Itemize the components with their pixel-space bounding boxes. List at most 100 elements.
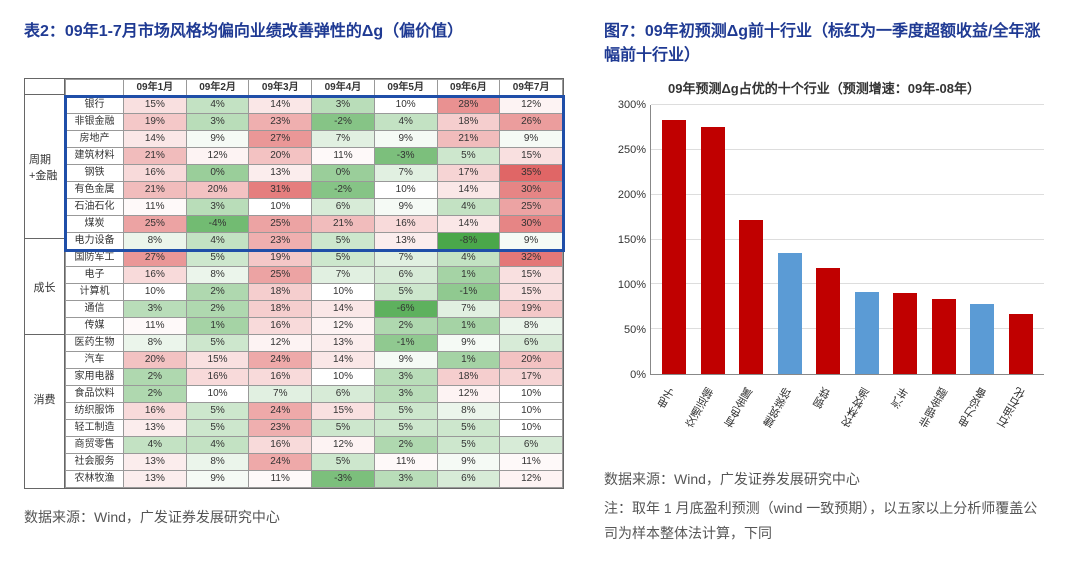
row-header: 食品饮料 [66,386,124,403]
row-header: 煤炭 [66,216,124,233]
row-header: 社会服务 [66,454,124,471]
left-title: 表2：09年1-7月市场风格均偏向业绩改善弹性的Δg（偏价值） [24,20,564,68]
heat-cell: 12% [186,148,249,165]
heat-cell: 8% [186,267,249,284]
row-header: 银行 [66,97,124,114]
row-header: 通信 [66,301,124,318]
heat-cell: 3% [374,369,437,386]
heat-cell: 9% [374,352,437,369]
group-label: 成长 [25,239,64,335]
heat-cell: 4% [186,233,249,250]
heat-cell: 11% [124,318,187,335]
bar [662,120,686,374]
bar [970,304,994,374]
bar [701,127,725,374]
row-header: 轻工制造 [66,420,124,437]
bar [1009,314,1033,374]
heat-cell: 26% [500,114,563,131]
bar [816,268,840,374]
heat-cell: 15% [500,267,563,284]
heat-cell: 1% [437,318,500,335]
heat-cell: 8% [500,318,563,335]
row-header: 建筑材料 [66,148,124,165]
heat-cell: 27% [249,131,312,148]
heat-cell: 5% [186,335,249,352]
row-header: 国防军工 [66,250,124,267]
heat-cell: 2% [186,301,249,318]
row-header: 电力设备 [66,233,124,250]
heat-cell: 18% [437,114,500,131]
right-source: 数据来源：Wind，广发证券发展研究中心 [604,467,1044,492]
heat-cell: 5% [374,403,437,420]
row-header: 汽车 [66,352,124,369]
y-tick: 300% [618,99,646,111]
heat-cell: 10% [312,284,375,301]
heat-cell: 13% [249,165,312,182]
heat-cell: 16% [124,403,187,420]
col-header: 09年4月 [312,80,375,97]
heat-cell: 6% [312,386,375,403]
heat-cell: 13% [374,233,437,250]
heat-cell: 12% [312,437,375,454]
heat-cell: -3% [312,471,375,488]
heat-cell: 2% [124,369,187,386]
heat-cell: 4% [437,250,500,267]
heat-cell: 6% [374,267,437,284]
heat-cell: 1% [437,267,500,284]
heat-cell: 7% [374,165,437,182]
heat-cell: 20% [249,148,312,165]
row-header: 农林牧渔 [66,471,124,488]
heat-cell: 2% [186,284,249,301]
heat-cell: 2% [374,318,437,335]
heat-cell: 10% [186,386,249,403]
heat-cell: 5% [374,420,437,437]
group-body: 银行15%4%14%3%10%28%12%非银金融19%3%23%-2%4%18… [66,97,563,250]
heat-cell: 2% [374,437,437,454]
heat-cell: 16% [186,369,249,386]
heat-cell: 14% [249,97,312,114]
heat-cell: 4% [186,437,249,454]
col-header: 09年1月 [124,80,187,97]
heat-cell: 5% [186,250,249,267]
heat-cell: 19% [500,301,563,318]
heat-cell: 3% [312,97,375,114]
row-header: 钢铁 [66,165,124,182]
heat-cell: 18% [437,369,500,386]
heat-cell: 12% [500,471,563,488]
heat-cell: 5% [312,233,375,250]
heat-cell: 10% [500,403,563,420]
heat-cell: -6% [374,301,437,318]
heat-cell: 9% [186,131,249,148]
heat-cell: 14% [312,301,375,318]
heat-cell: 16% [124,165,187,182]
heat-cell: 11% [500,454,563,471]
heat-cell: 15% [500,284,563,301]
heat-cell: 25% [249,267,312,284]
row-header: 石油石化 [66,199,124,216]
heat-cell: 2% [124,386,187,403]
heat-cell: -1% [374,335,437,352]
heat-cell: 14% [124,131,187,148]
heat-cell: 25% [124,216,187,233]
heat-cell: 16% [374,216,437,233]
heat-cell: 20% [500,352,563,369]
heat-cell: 6% [312,199,375,216]
heat-cell: 7% [312,267,375,284]
heat-cell: 9% [500,131,563,148]
row-header: 纺织服饰 [66,403,124,420]
heat-cell: 13% [124,420,187,437]
y-tick: 0% [630,369,646,381]
heat-cell: 28% [437,97,500,114]
heat-cell: 4% [437,199,500,216]
bar [855,292,879,374]
heat-cell: 24% [249,403,312,420]
heat-cell: 1% [437,352,500,369]
heat-cell: 27% [124,250,187,267]
heat-cell: 14% [437,182,500,199]
y-tick: 200% [618,189,646,201]
heat-cell: 8% [124,233,187,250]
heat-cell: 12% [249,335,312,352]
col-header: 09年3月 [249,80,312,97]
bar [893,293,917,374]
heat-cell: 15% [186,352,249,369]
